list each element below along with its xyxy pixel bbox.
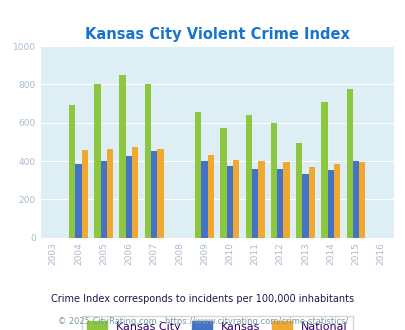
Bar [226, 166, 232, 238]
Bar [352, 161, 358, 238]
Bar [151, 151, 157, 238]
Bar [345, 89, 352, 238]
Bar [201, 161, 207, 238]
Bar [232, 159, 239, 238]
Bar [144, 84, 151, 238]
Bar [251, 169, 258, 238]
Bar [327, 170, 333, 238]
Bar [132, 147, 138, 238]
Bar [75, 164, 81, 238]
Bar [157, 148, 163, 238]
Bar [220, 127, 226, 238]
Bar [69, 105, 75, 238]
Bar [107, 148, 113, 238]
Bar [270, 123, 277, 238]
Bar [100, 161, 107, 238]
Bar [195, 112, 201, 238]
Bar [320, 102, 327, 238]
Legend: Kansas City, Kansas, National: Kansas City, Kansas, National [82, 316, 352, 330]
Text: © 2025 CityRating.com - https://www.cityrating.com/crime-statistics/: © 2025 CityRating.com - https://www.city… [58, 317, 347, 326]
Bar [295, 143, 302, 238]
Bar [283, 162, 289, 238]
Bar [308, 167, 314, 238]
Text: Crime Index corresponds to incidents per 100,000 inhabitants: Crime Index corresponds to incidents per… [51, 294, 354, 304]
Bar [94, 84, 100, 238]
Bar [207, 155, 213, 238]
Bar [302, 175, 308, 238]
Bar [258, 161, 264, 238]
Bar [358, 162, 364, 238]
Bar [81, 149, 88, 238]
Title: Kansas City Violent Crime Index: Kansas City Violent Crime Index [85, 27, 349, 42]
Bar [126, 156, 132, 238]
Bar [277, 169, 283, 238]
Bar [119, 75, 126, 238]
Bar [245, 115, 251, 238]
Bar [333, 164, 339, 238]
